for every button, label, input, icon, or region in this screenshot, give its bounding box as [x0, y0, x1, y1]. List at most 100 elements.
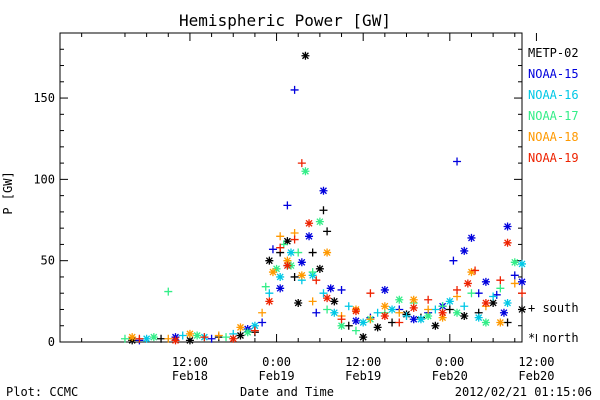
- south-point: [290, 235, 299, 244]
- north-point: [305, 219, 314, 228]
- north-point: [518, 277, 526, 286]
- x-tick-time-label: 0:00: [262, 355, 291, 369]
- north-point: [351, 307, 360, 316]
- legend-entry-noaa-19: NOAA-19: [528, 151, 579, 165]
- south-point: [120, 334, 129, 343]
- south-point: [283, 201, 292, 210]
- south-point: [323, 227, 332, 236]
- north-point: [373, 323, 382, 332]
- south-point: [290, 272, 299, 281]
- north-point: [409, 315, 418, 324]
- south-point: [135, 334, 144, 343]
- north-point: [301, 167, 310, 176]
- north-point: [250, 321, 259, 330]
- south-point: [395, 318, 404, 327]
- north-point: [359, 333, 368, 342]
- north-point: [474, 313, 483, 322]
- legend-entry-metp-02: METP-02: [528, 46, 579, 60]
- south-point: [373, 308, 382, 317]
- north-point: [326, 284, 335, 293]
- north-point: [236, 323, 245, 332]
- legend-group: METP-02 NOAA-15 NOAA-16 NOAA-17 NOAA-18 NOAA-…: [528, 46, 579, 345]
- plot-credit: Plot: CCMC: [6, 385, 78, 399]
- south-point: [294, 248, 303, 257]
- north-point: [518, 259, 526, 268]
- north-point: [445, 297, 454, 306]
- south-point: [276, 243, 285, 252]
- north-point: [229, 334, 238, 343]
- data-marks-group: [120, 51, 526, 345]
- north-point: [424, 311, 433, 320]
- north-point: [499, 308, 508, 317]
- north-point: [315, 264, 324, 273]
- south-point: [453, 285, 462, 294]
- chart-title: Hemispheric Power [GW]: [179, 11, 391, 30]
- south-point: [337, 285, 346, 294]
- south-point: [308, 248, 317, 257]
- plot-timestamp: 2012/02/21 01:15:06: [455, 385, 592, 399]
- north-point: [467, 268, 476, 277]
- north-point: [128, 333, 137, 342]
- north-point: [330, 297, 339, 306]
- south-point: [319, 206, 328, 215]
- north-point: [297, 271, 306, 280]
- south-point: [449, 256, 458, 265]
- north-point: [171, 336, 180, 345]
- south-point: [312, 308, 321, 317]
- north-point: [481, 318, 490, 327]
- south-point: [200, 333, 209, 342]
- south-point: [222, 333, 231, 342]
- south-point: [323, 305, 332, 314]
- south-point: [297, 159, 306, 168]
- north-point: [438, 313, 447, 322]
- south-point: [496, 276, 505, 285]
- south-point: [460, 302, 469, 311]
- south-point: [424, 295, 433, 304]
- south-point: [319, 289, 328, 298]
- south-point: [308, 297, 317, 306]
- north-point: [388, 305, 397, 314]
- y-tick-label: 150: [33, 91, 55, 105]
- axes-group: 05010015012:00Feb180:00Feb1912:00Feb190:…: [33, 32, 555, 383]
- south-point: [424, 305, 433, 314]
- north-point: [236, 331, 245, 340]
- north-point: [283, 261, 292, 270]
- north-point: [460, 246, 469, 255]
- south-point: [344, 321, 353, 330]
- x-tick-date-label: Feb19: [345, 369, 381, 383]
- x-tick-date-label: Feb20: [518, 369, 554, 383]
- marker-legend-south: + south: [528, 301, 579, 315]
- legend-entry-noaa-16: NOAA-16: [528, 88, 579, 102]
- south-point: [510, 271, 519, 280]
- north-point: [268, 268, 277, 277]
- north-point: [359, 318, 368, 327]
- legend-entry-noaa-18: NOAA-18: [528, 130, 579, 144]
- north-point: [305, 232, 314, 241]
- south-point: [308, 268, 317, 277]
- north-point: [380, 311, 389, 320]
- legend-entry-noaa-17: NOAA-17: [528, 109, 579, 123]
- north-point: [265, 297, 274, 306]
- north-point: [185, 336, 194, 345]
- north-point: [518, 305, 526, 314]
- south-point: [402, 311, 411, 320]
- north-point: [503, 298, 512, 307]
- south-point: [492, 290, 501, 299]
- north-point: [149, 333, 158, 342]
- north-point: [185, 329, 194, 338]
- south-point: [445, 305, 454, 314]
- legend-entry-noaa-15: NOAA-15: [528, 67, 579, 81]
- south-point: [178, 331, 187, 340]
- south-point: [250, 326, 259, 335]
- north-point: [265, 256, 274, 265]
- north-point: [438, 308, 447, 317]
- plot-frame: [59, 32, 523, 343]
- north-point: [315, 217, 324, 226]
- south-point: [503, 318, 512, 327]
- y-tick-label: 50: [41, 254, 55, 268]
- south-point: [471, 266, 480, 275]
- north-point: [453, 308, 462, 317]
- south-point: [312, 276, 321, 285]
- south-point: [366, 289, 375, 298]
